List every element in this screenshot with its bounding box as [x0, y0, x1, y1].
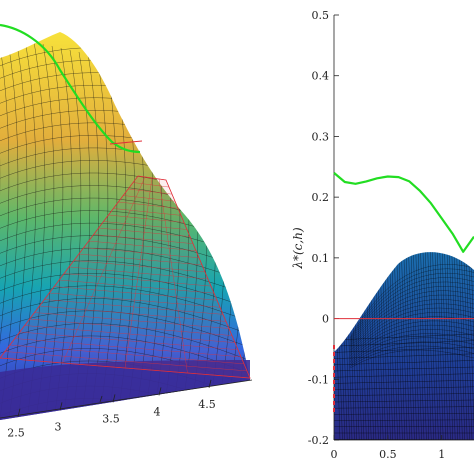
right-series: [333, 172, 474, 320]
right-mesh-line: [334, 413, 474, 415]
right-mesh-line: [451, 252, 458, 440]
right-mesh-line: [334, 406, 474, 409]
right-mesh-line: [415, 252, 422, 440]
right-mesh-line: [349, 268, 474, 340]
right-mesh-line: [349, 303, 474, 352]
right-mesh-line: [429, 252, 437, 440]
surface-mesh-line: [212, 83, 235, 420]
surface-mesh-line: [221, 85, 244, 420]
right-mesh-line: [334, 373, 474, 378]
right-mesh-line: [458, 252, 465, 440]
right-mesh-line: [349, 325, 474, 360]
right-mesh-line: [334, 366, 474, 372]
surface-mesh-line: [230, 87, 250, 420]
right-mesh-line: [349, 349, 474, 369]
surface-mesh-line: [0, 285, 250, 330]
right-mesh-line: [465, 252, 473, 440]
right-y-tick-label: 0.3: [312, 130, 330, 143]
left-x-tick-label: 2.5: [7, 427, 25, 440]
surface-mesh-line: [0, 410, 250, 420]
right-mesh-line: [410, 252, 417, 440]
right-mesh-line: [349, 294, 474, 349]
right-mesh-line: [349, 341, 474, 366]
left-x-tick-label: 4: [154, 405, 161, 418]
right-mesh-line: [334, 380, 474, 384]
right-mesh-line: [349, 312, 474, 355]
zero-plane-grid: [0, 175, 251, 379]
right-mesh-line: [349, 286, 474, 346]
right-mesh-line: [349, 337, 474, 364]
right-x-tick-label: 0.5: [379, 448, 397, 461]
zero-plane-line: [62, 176, 146, 364]
right-mesh-line: [468, 252, 474, 440]
surface-front-wall: [0, 360, 250, 420]
right-mesh-line: [461, 252, 468, 440]
left-x-tick-mark: [112, 394, 116, 403]
right-surface: [334, 252, 474, 440]
surface-mesh-line: [0, 424, 270, 473]
right-mesh-line: [334, 393, 474, 396]
right-x-ticks: 0 0.5 1: [331, 435, 445, 461]
left-x-tick-label: 3: [55, 420, 62, 433]
right-mesh-line: [349, 333, 474, 363]
right-y-tick-label: 0.1: [312, 252, 330, 265]
zero-plane-line: [158, 178, 188, 374]
zero-plane-line: [0, 175, 139, 359]
zero-plane-line: [124, 177, 153, 369]
left-x-tick-mark: [99, 395, 103, 403]
right-y-tick-label: 0.2: [312, 191, 330, 204]
left-x-tick-mark: [158, 387, 162, 396]
left-surface-panel: 2.5 3 3.5 4 4.5: [0, 23, 288, 473]
right-green-curve: [333, 172, 474, 253]
right-line-panel: 0.50.40.30.20.10-0.1-0.2 0 0.5 1 λ*(c,h): [291, 9, 474, 461]
right-y-tick-label: 0.4: [312, 70, 330, 83]
right-x-tick-label: 1: [438, 448, 445, 461]
right-x-tick-label: 0: [331, 448, 338, 461]
right-mesh-line: [334, 419, 474, 421]
left-green-curve: [0, 23, 141, 154]
right-mesh-line: [349, 281, 474, 345]
right-mesh-line: [349, 345, 474, 367]
right-y-tick-label: 0: [322, 313, 329, 326]
right-mesh-line: [334, 386, 474, 390]
right-mesh-line: [349, 329, 474, 361]
surface-mesh-line: [248, 91, 250, 420]
left-x-ticks: 2.5 3 3.5 4 4.5: [7, 379, 216, 440]
right-mesh-line: [349, 277, 474, 343]
right-mesh-line: [334, 347, 474, 353]
left-x-tick-mark: [59, 402, 63, 411]
left-x-tick-mark: [17, 408, 21, 417]
surface-mesh-line: [267, 96, 288, 440]
zero-plane-line: [165, 179, 251, 379]
right-mesh-line: [432, 252, 439, 440]
right-mesh-line: [349, 290, 474, 348]
left-red-line: [109, 140, 143, 145]
right-mesh-line: [456, 252, 463, 440]
left-x-axis: [0, 379, 253, 419]
right-y-tick-label: 0.5: [312, 9, 330, 22]
right-mesh-line: [349, 307, 474, 354]
surface-mesh-line: [258, 94, 279, 440]
left-x-tick-label: 4.5: [198, 398, 216, 411]
right-mesh-line: [349, 299, 474, 351]
right-mesh-line: [453, 252, 461, 440]
right-y-axis-label: λ*(c,h): [291, 227, 305, 270]
surface-mesh-line: [239, 89, 250, 420]
surface-body: [0, 32, 250, 420]
right-mesh-line: [334, 399, 474, 403]
right-y-tick-label: -0.1: [308, 373, 329, 386]
surface-mesh-line: [0, 33, 10, 420]
right-mesh-line: [413, 252, 420, 440]
right-mesh-line: [334, 353, 474, 359]
right-y-ticks: 0.5 0.4 0.3 0.2 0.1 0 -0.1 -0.2: [308, 9, 339, 447]
right-mesh-line: [349, 320, 474, 358]
left-x-tick-mark: [208, 379, 212, 388]
left-x-tick-label: 3.5: [102, 412, 120, 425]
right-mesh-line: [349, 273, 474, 342]
surface-mesh-line: [0, 273, 250, 317]
right-y-tick-label: -0.2: [308, 434, 329, 447]
